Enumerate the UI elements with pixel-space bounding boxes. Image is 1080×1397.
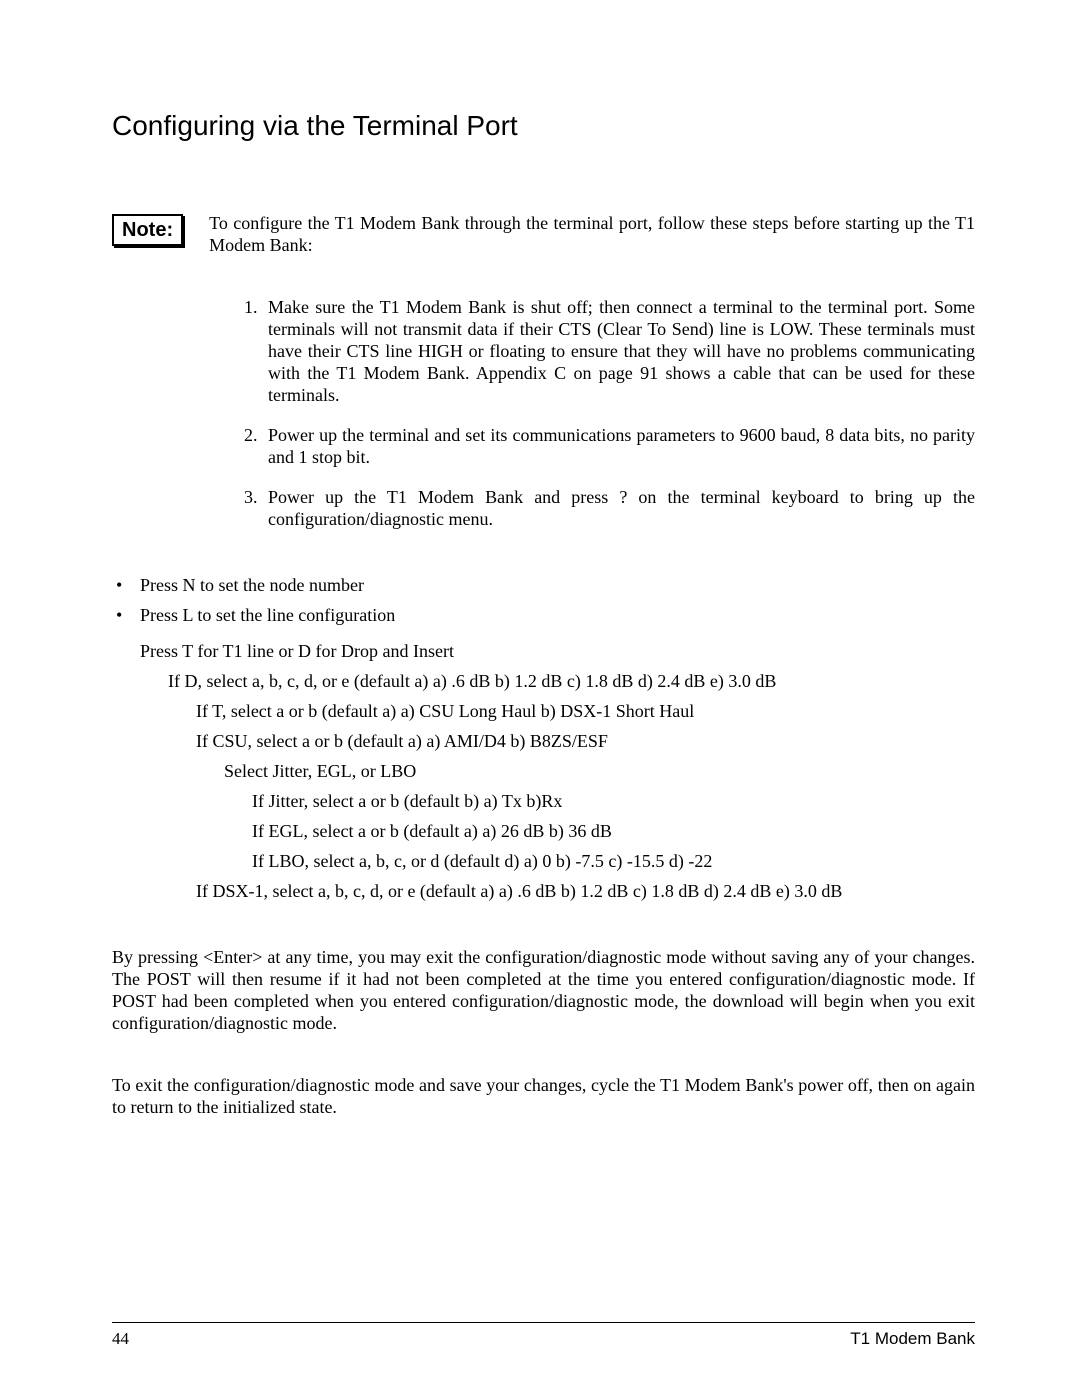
page-number: 44 (112, 1329, 129, 1349)
step-item: Power up the T1 Modem Bank and press ? o… (262, 486, 975, 530)
bullet-item: Press L to set the line configuration (112, 600, 975, 630)
tree-line: If EGL, select a or b (default a) a) 26 … (140, 816, 975, 846)
tree-line: If DSX-1, select a, b, c, d, or e (defau… (140, 876, 975, 906)
page-title: Configuring via the Terminal Port (112, 110, 975, 142)
config-tree: Press T for T1 line or D for Drop and In… (140, 636, 975, 906)
paragraph: By pressing <Enter> at any time, you may… (112, 946, 975, 1034)
footer-label: T1 Modem Bank (850, 1329, 975, 1349)
note-block: Note: To configure the T1 Modem Bank thr… (112, 212, 975, 256)
tree-line: If LBO, select a, b, c, or d (default d)… (140, 846, 975, 876)
note-text: To configure the T1 Modem Bank through t… (209, 212, 975, 256)
tree-line: Press T for T1 line or D for Drop and In… (140, 636, 975, 666)
tree-line: If D, select a, b, c, d, or e (default a… (140, 666, 975, 696)
note-badge: Note: (112, 214, 183, 246)
steps-block: Make sure the T1 Modem Bank is shut off;… (234, 296, 975, 530)
tree-line: If CSU, select a or b (default a) a) AMI… (140, 726, 975, 756)
steps-list: Make sure the T1 Modem Bank is shut off;… (234, 296, 975, 530)
page: Configuring via the Terminal Port Note: … (0, 0, 1080, 1397)
page-footer: 44 T1 Modem Bank (112, 1322, 975, 1349)
step-item: Make sure the T1 Modem Bank is shut off;… (262, 296, 975, 406)
bullet-item: Press N to set the node number (112, 570, 975, 600)
tree-line: If T, select a or b (default a) a) CSU L… (140, 696, 975, 726)
tree-line: Select Jitter, EGL, or LBO (140, 756, 975, 786)
paragraph: To exit the configuration/diagnostic mod… (112, 1074, 975, 1118)
tree-line: If Jitter, select a or b (default b) a) … (140, 786, 975, 816)
step-item: Power up the terminal and set its commun… (262, 424, 975, 468)
bullet-list: Press N to set the node number Press L t… (112, 570, 975, 630)
